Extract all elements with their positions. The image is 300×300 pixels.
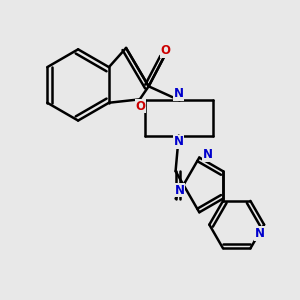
Text: N: N [255,227,265,240]
Text: N: N [202,148,212,161]
Text: N: N [174,87,184,101]
Text: N: N [174,135,184,148]
Text: O: O [135,100,146,113]
Text: N: N [175,184,185,197]
Text: O: O [161,44,171,57]
